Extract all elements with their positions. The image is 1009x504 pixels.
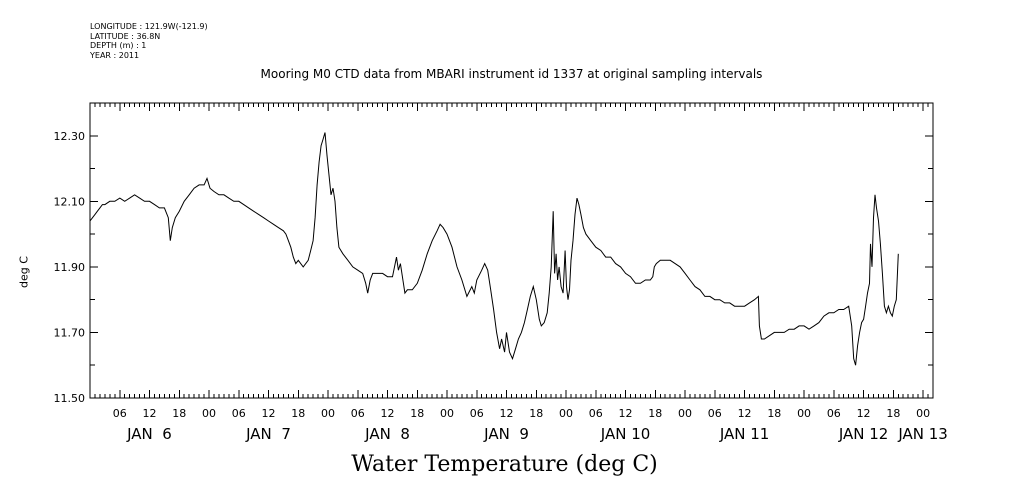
- x-hour-tick-label: 06: [827, 407, 841, 420]
- x-hour-tick-label: 00: [916, 407, 930, 420]
- x-hour-tick-label: 18: [410, 407, 424, 420]
- x-hour-tick-label: 00: [440, 407, 454, 420]
- x-hour-tick-label: 00: [202, 407, 216, 420]
- y-tick-label: 11.90: [54, 261, 86, 274]
- x-day-label: JAN 10: [600, 425, 651, 443]
- x-day-label: JAN 12: [838, 425, 889, 443]
- x-hour-tick-label: 00: [678, 407, 692, 420]
- x-hour-tick-label: 12: [619, 407, 633, 420]
- x-day-label: JAN 13: [897, 425, 948, 443]
- x-hour-tick-label: 12: [143, 407, 157, 420]
- temperature-series-line: [89, 132, 899, 366]
- y-tick-label: 11.50: [54, 392, 86, 405]
- x-hour-tick-label: 00: [559, 407, 573, 420]
- x-hour-tick-label: 12: [857, 407, 871, 420]
- x-hour-tick-label: 12: [381, 407, 395, 420]
- longitude-text: LONGITUDE : 121.9W(-121.9): [90, 22, 208, 31]
- x-hour-tick-label: 06: [113, 407, 127, 420]
- x-hour-tick-label: 18: [767, 407, 781, 420]
- chart-title: Mooring M0 CTD data from MBARI instrumen…: [260, 67, 763, 81]
- metadata-block: LONGITUDE : 121.9W(-121.9) LATITUDE : 36…: [90, 22, 208, 60]
- x-day-label: JAN 8: [364, 425, 410, 443]
- x-hour-tick-label: 06: [470, 407, 484, 420]
- x-hour-tick-label: 18: [886, 407, 900, 420]
- x-hour-tick-label: 00: [321, 407, 335, 420]
- x-hour-tick-label: 18: [648, 407, 662, 420]
- y-tick-label: 12.10: [54, 195, 86, 208]
- x-hour-tick-label: 12: [738, 407, 752, 420]
- x-day-label: JAN 9: [483, 425, 529, 443]
- x-hour-tick-label: 18: [529, 407, 543, 420]
- depth-text: DEPTH (m) : 1: [90, 41, 147, 50]
- x-axis-title: Water Temperature (deg C): [351, 452, 658, 477]
- x-day-label: JAN 6: [126, 425, 172, 443]
- x-hour-tick-label: 06: [589, 407, 603, 420]
- x-hour-tick-label: 00: [797, 407, 811, 420]
- x-hour-tick-label: 06: [232, 407, 246, 420]
- x-hour-tick-label: 18: [291, 407, 305, 420]
- x-hour-tick-label: 06: [351, 407, 365, 420]
- y-tick-label: 11.70: [54, 326, 86, 339]
- x-hour-tick-label: 12: [262, 407, 276, 420]
- latitude-text: LATITUDE : 36.8N: [90, 31, 161, 41]
- year-text: YEAR : 2011: [90, 50, 140, 60]
- y-tick-label: 12.30: [54, 130, 86, 143]
- x-hour-tick-label: 12: [500, 407, 514, 420]
- plot-frame: [89, 102, 934, 399]
- x-day-label: JAN 7: [245, 425, 291, 443]
- x-hour-tick-label: 06: [708, 407, 722, 420]
- x-hour-tick-label: 18: [172, 407, 186, 420]
- x-day-label: JAN 11: [719, 425, 770, 443]
